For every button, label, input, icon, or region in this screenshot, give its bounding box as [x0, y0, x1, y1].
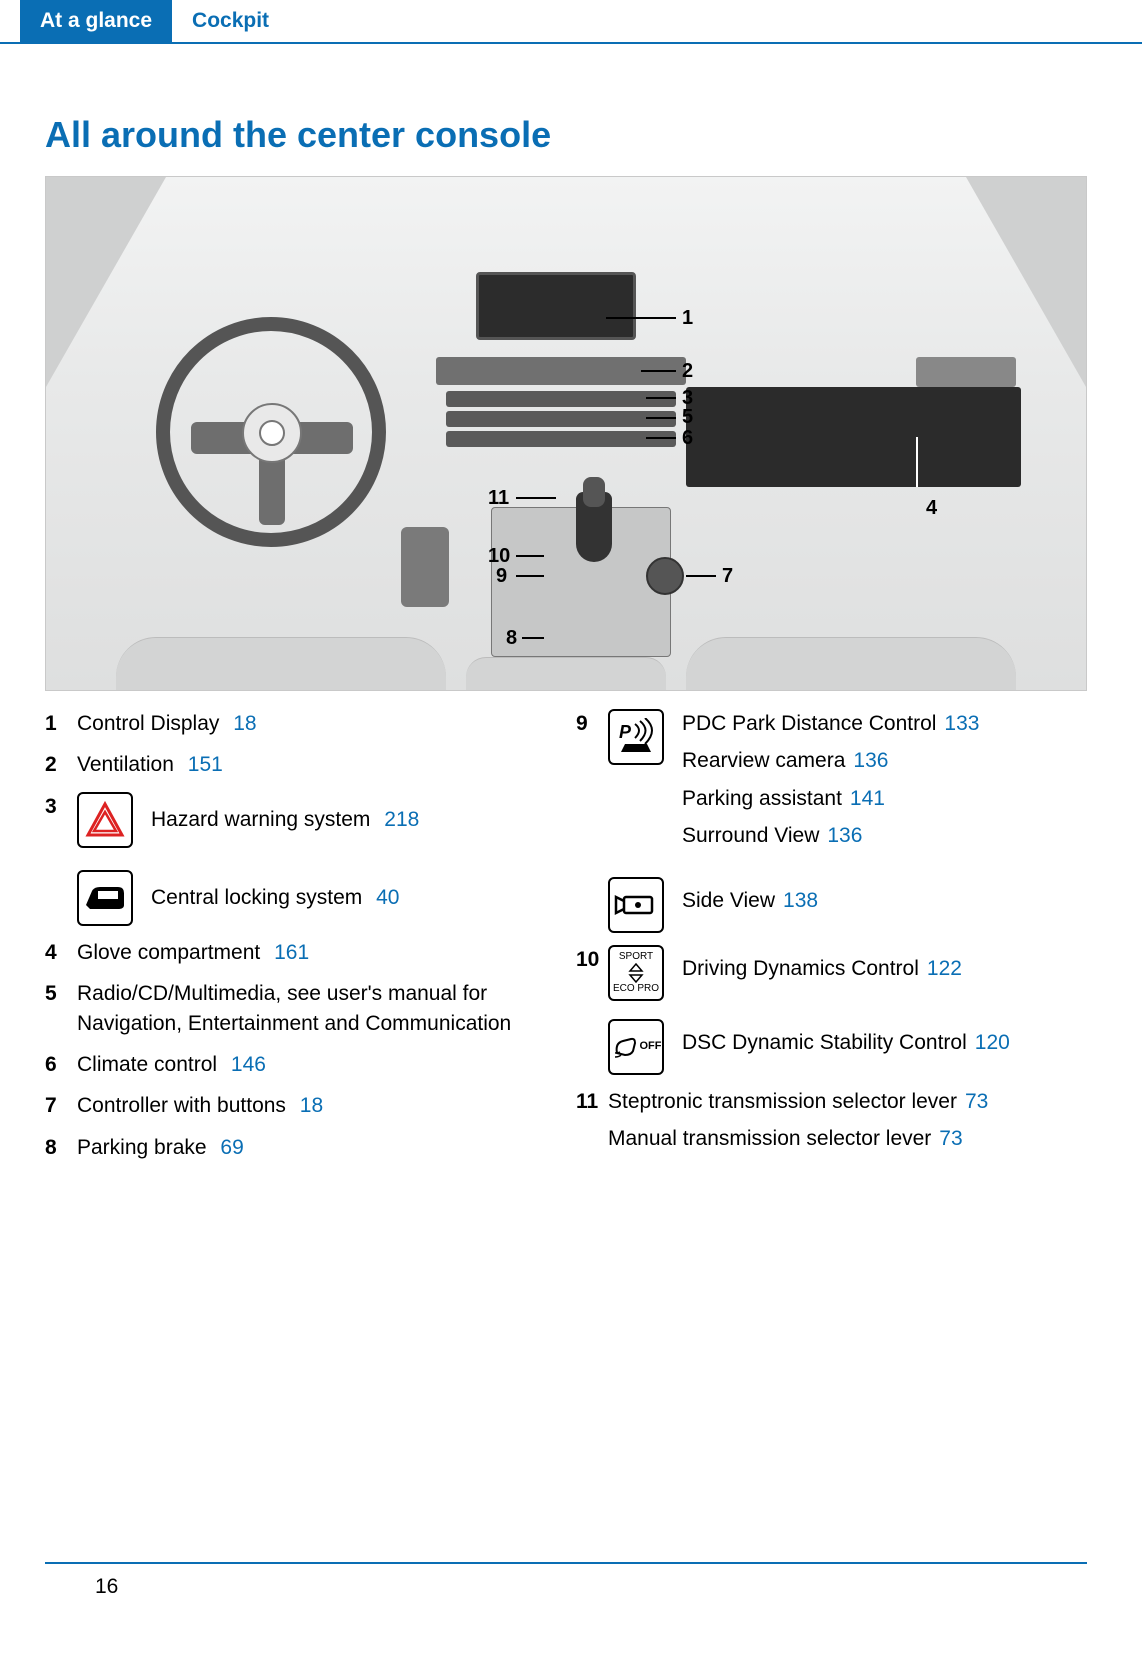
page-ref[interactable]: 151 — [188, 753, 223, 776]
hazard-triangle-icon — [77, 792, 133, 848]
legend-columns: 1 Control Display 18 2 Ventilation 151 3 — [45, 709, 1087, 1174]
car-lock-icon — [77, 870, 133, 926]
legend-item-8: 8 Parking brake 69 — [45, 1133, 556, 1162]
page-ref[interactable]: 218 — [384, 808, 419, 831]
page-ref[interactable]: 136 — [853, 749, 888, 772]
svg-text:P: P — [619, 722, 632, 742]
legend-item-5: 5 Radio/CD/Multimedia, see user's manual… — [45, 979, 556, 1038]
page-ref[interactable]: 138 — [783, 889, 818, 912]
legend-item-7: 7 Controller with buttons 18 — [45, 1091, 556, 1120]
legend-item-1: 1 Control Display 18 — [45, 709, 556, 738]
pdc-sensor-icon: P — [608, 709, 664, 765]
page-number: 16 — [95, 1575, 118, 1599]
page-ref[interactable]: 120 — [975, 1031, 1010, 1054]
page-title: All around the center console — [45, 114, 1087, 156]
legend-item-9: 9 P — [576, 709, 1087, 933]
page-ref[interactable]: 73 — [965, 1090, 988, 1113]
page-ref[interactable]: 69 — [220, 1136, 243, 1159]
page-ref[interactable]: 146 — [231, 1053, 266, 1076]
legend-item-4: 4 Glove compartment 161 — [45, 938, 556, 967]
legend-item-3: 3 Hazard warning system 218 — [45, 792, 556, 926]
center-console-diagram: 1 2 3 5 6 4 7 11 10 9 8 — [45, 176, 1087, 691]
page-ref[interactable]: 40 — [376, 886, 399, 909]
callout-1: 1 — [682, 307, 693, 330]
legend-item-11: 11 Steptronic transmission selector leve… — [576, 1087, 1087, 1162]
callout-11: 11 — [488, 487, 509, 510]
page-ref[interactable]: 133 — [944, 712, 979, 735]
legend-item-10: 10 SPORT ECO PRO Driving Dynamics Contro… — [576, 945, 1087, 1075]
callout-7: 7 — [722, 565, 733, 588]
side-view-icon — [608, 877, 664, 933]
callout-4: 4 — [926, 497, 937, 520]
callout-8: 8 — [506, 627, 517, 650]
page-ref[interactable]: 122 — [927, 957, 962, 980]
callout-5: 5 — [682, 406, 693, 429]
page-ref[interactable]: 18 — [233, 712, 256, 735]
legend-right-column: 9 P — [576, 709, 1087, 1174]
page-ref[interactable]: 18 — [300, 1094, 323, 1117]
legend-item-2: 2 Ventilation 151 — [45, 750, 556, 779]
page-ref[interactable]: 141 — [850, 787, 885, 810]
sport-eco-icon: SPORT ECO PRO — [608, 945, 664, 1001]
legend-left-column: 1 Control Display 18 2 Ventilation 151 3 — [45, 709, 556, 1174]
callout-2: 2 — [682, 360, 693, 383]
legend-item-6: 6 Climate control 146 — [45, 1050, 556, 1079]
callout-9: 9 — [496, 565, 507, 588]
tab-cockpit[interactable]: Cockpit — [172, 0, 289, 42]
callout-6: 6 — [682, 427, 693, 450]
breadcrumb-tabs: At a glance Cockpit — [0, 0, 1142, 44]
dsc-off-icon: OFF — [608, 1019, 664, 1075]
footer-rule — [45, 1562, 1087, 1564]
page-ref[interactable]: 73 — [939, 1127, 962, 1150]
tab-at-a-glance[interactable]: At a glance — [20, 0, 172, 42]
page-ref[interactable]: 136 — [827, 824, 862, 847]
page-ref[interactable]: 161 — [274, 941, 309, 964]
